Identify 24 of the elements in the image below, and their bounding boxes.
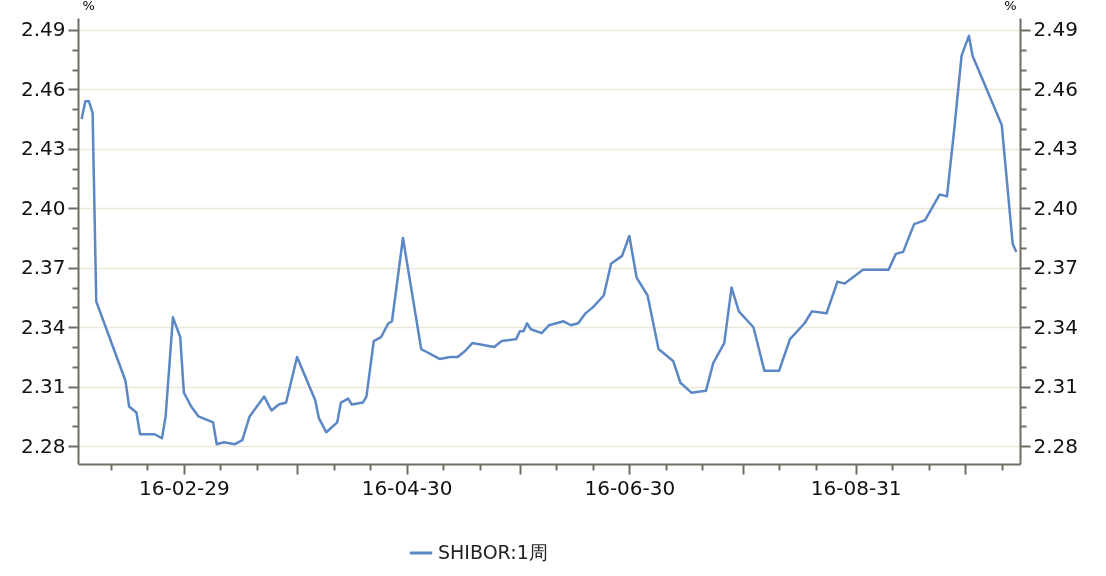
legend-label: SHIBOR:1周 xyxy=(438,541,548,563)
y2-tick-label: 2.46 xyxy=(1033,76,1079,101)
y2-tick-label: 2.28 xyxy=(1033,433,1079,458)
x-tick-label: 16-08-31 xyxy=(810,475,902,500)
y-tick-label: 2.46 xyxy=(20,76,66,101)
y-tick-label: 2.37 xyxy=(20,255,66,280)
y-axis-title: % xyxy=(82,0,95,13)
line-series xyxy=(80,34,1018,446)
y2-tick-label: 2.40 xyxy=(1033,195,1079,220)
y-tick-label: 2.28 xyxy=(20,433,66,458)
x-tick-label: 16-04-30 xyxy=(361,475,453,500)
y-tick-label: 2.49 xyxy=(20,17,66,42)
y2-tick-label: 2.31 xyxy=(1033,374,1079,399)
y2-tick-label: 2.37 xyxy=(1033,255,1079,280)
y2-tick-label: 2.49 xyxy=(1033,17,1079,42)
x-tick-label: 16-06-30 xyxy=(584,475,676,500)
x-tick-label: 16-02-29 xyxy=(138,475,230,500)
y2-tick-label: 2.43 xyxy=(1033,136,1079,161)
y-tick-label: 2.31 xyxy=(20,374,66,399)
y2-tick-label: 2.34 xyxy=(1033,314,1079,339)
y-tick-label: 2.43 xyxy=(20,136,66,161)
y-tick-label: 2.40 xyxy=(20,195,66,220)
y-tick-label: 2.34 xyxy=(20,314,66,339)
y2-axis-title: % xyxy=(1004,0,1017,13)
